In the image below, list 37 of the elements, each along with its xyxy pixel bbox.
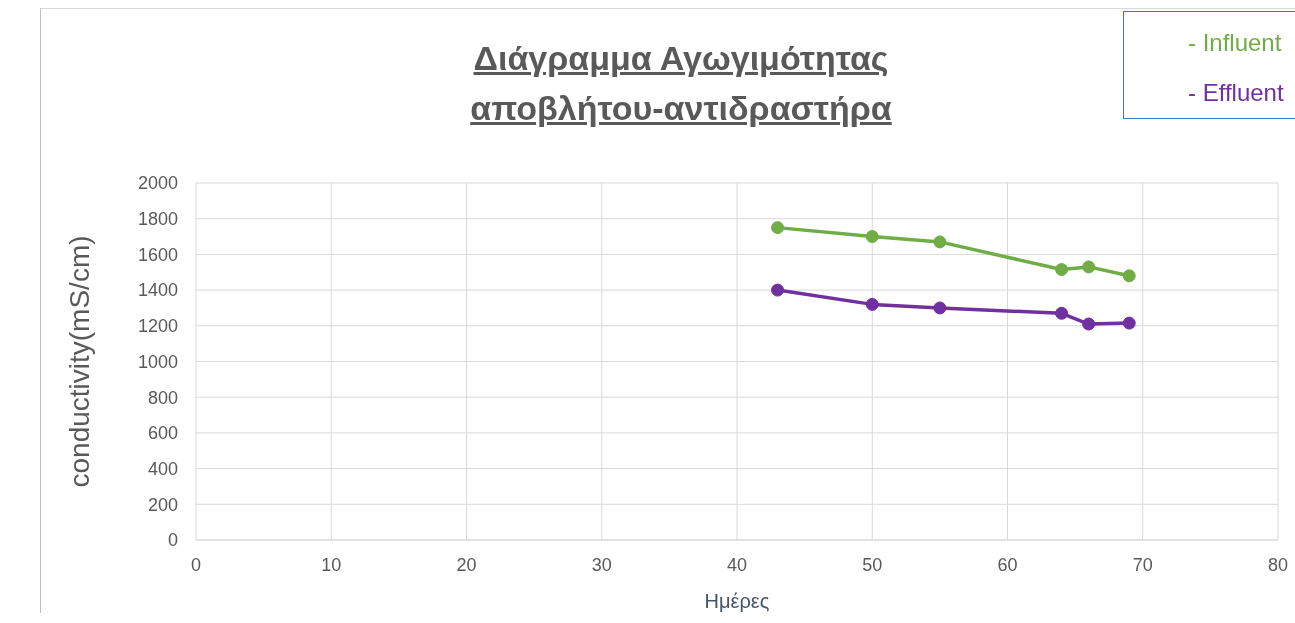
- y-tick-label: 800: [147, 387, 178, 408]
- point: [865, 230, 879, 244]
- point: [1055, 263, 1069, 277]
- point: [865, 297, 879, 311]
- point: [1082, 317, 1096, 331]
- x-tick-label: 80: [1267, 554, 1289, 575]
- point: [771, 283, 785, 297]
- y-tick-label: 1800: [137, 209, 178, 230]
- y-tick-label: 1200: [137, 316, 178, 337]
- text: - Effluent: [1188, 78, 1285, 108]
- point: [1122, 269, 1136, 283]
- point: [1055, 306, 1069, 320]
- x-tick-label: 70: [1132, 554, 1153, 575]
- text: - Influent: [1188, 28, 1283, 58]
- y-tick-label: 1000: [137, 351, 178, 372]
- x-axis-title: Ημέρες: [704, 590, 770, 612]
- x-tick-label: 40: [726, 554, 748, 575]
- point: [933, 301, 947, 315]
- x-tick-label: 50: [862, 554, 883, 575]
- point: [771, 221, 785, 235]
- point: [1082, 260, 1096, 274]
- y-tick-label: 600: [147, 423, 178, 444]
- y-tick-label: 1400: [137, 280, 178, 301]
- x-tick-label: 60: [997, 554, 1018, 575]
- y-tick-label: 1600: [137, 244, 178, 265]
- x-tick-label: 0: [190, 554, 202, 575]
- y-axis-title: conductivity(mS/cm): [63, 235, 95, 488]
- y-tick-label: 200: [147, 494, 178, 515]
- y-tick-label: 2000: [137, 173, 178, 194]
- y-tick-label: 400: [147, 458, 178, 479]
- y-tick-label: 0: [167, 530, 178, 551]
- x-tick-label: 20: [456, 554, 477, 575]
- point: [933, 235, 947, 249]
- chart-title: Διάγραμμα Αγωγιμότητας αποβλήτου-αντιδραστήρα: [469, 38, 893, 129]
- point: [1122, 316, 1136, 330]
- x-tick-label: 30: [591, 554, 612, 575]
- x-tick-label: 10: [321, 554, 342, 575]
